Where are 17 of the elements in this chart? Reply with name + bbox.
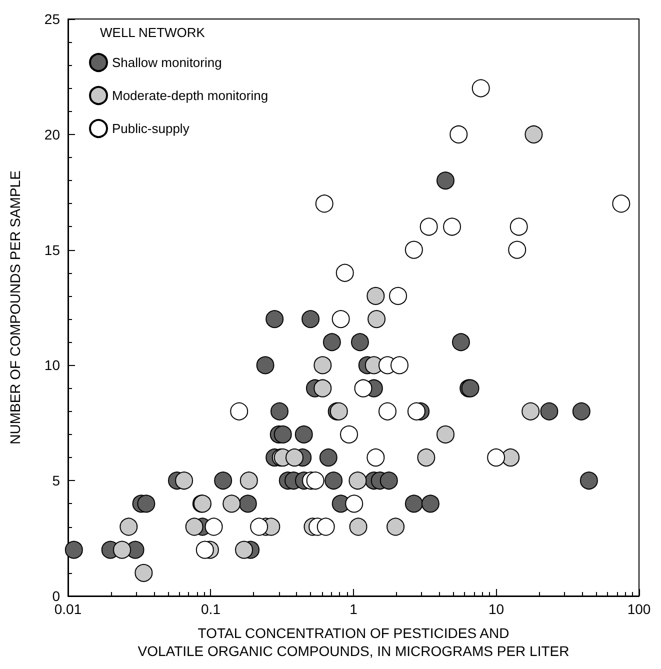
x-tick-label: 100	[627, 601, 651, 617]
legend-label: Moderate-depth monitoring	[112, 88, 268, 103]
x-axis-title: TOTAL CONCENTRATION OF PESTICIDES AND VOLATILE ORGANIC COMPOUNDS, IN MICROGRAMS PER LITER	[138, 625, 570, 659]
y-tick-label: 5	[52, 472, 60, 489]
y-tick-label: 20	[44, 126, 60, 142]
y-tick-label: 10	[44, 357, 60, 374]
legend-title: WELL NETWORK	[100, 25, 206, 40]
y-tick-label: 25	[44, 11, 60, 27]
x-tick-label: 1	[350, 601, 358, 617]
x-tick-label: 10	[488, 601, 504, 617]
y-tick-label: 0	[52, 588, 60, 604]
y-tick-label: 15	[44, 242, 60, 258]
x-tick-label: 0.1	[201, 601, 221, 617]
y-axis-title: NUMBER OF COMPOUNDS PER SAMPLE	[7, 170, 23, 444]
legend-label: Shallow monitoring	[112, 55, 222, 70]
legend-label: Public-supply	[112, 121, 190, 136]
x-tick-label: 0.01	[54, 601, 82, 617]
